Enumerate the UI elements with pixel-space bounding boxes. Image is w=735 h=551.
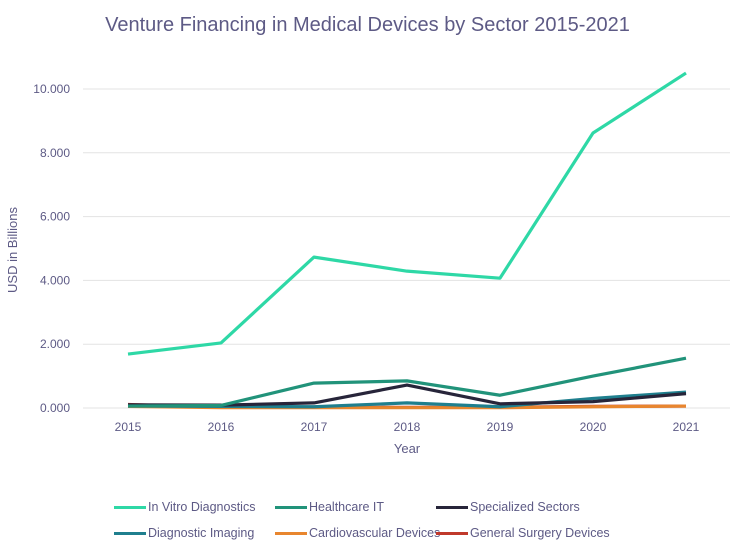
chart-title: Venture Financing in Medical Devices by …	[105, 14, 630, 36]
x-tick-label: 2019	[487, 420, 514, 434]
y-tick-label: 10.000	[33, 82, 70, 96]
legend-swatch	[275, 531, 307, 535]
legend-label: Specialized Sectors	[470, 500, 580, 514]
x-tick-label: 2021	[673, 420, 700, 434]
legend-item: General Surgery Devices	[436, 526, 610, 540]
x-tick-label: 2016	[208, 420, 235, 434]
legend-swatch	[114, 505, 146, 509]
legend-swatch	[114, 531, 146, 535]
x-tick-label: 2017	[301, 420, 328, 434]
legend-item: Healthcare IT	[275, 500, 384, 514]
y-tick-label: 0.000	[40, 401, 70, 415]
legend-swatch	[436, 505, 468, 509]
legend-item: Cardiovascular Devices	[275, 526, 440, 540]
y-axis-label: USD in Billions	[5, 207, 20, 293]
x-tick-label: 2018	[394, 420, 421, 434]
legend-item: In Vitro Diagnostics	[114, 500, 255, 514]
legend-swatch	[275, 505, 307, 509]
legend-label: Healthcare IT	[309, 500, 385, 514]
series-line-in-vitro-diagnostics	[127, 71, 687, 356]
x-axis-label: Year	[394, 441, 421, 456]
y-tick-label: 2.000	[40, 337, 70, 351]
legend-label: In Vitro Diagnostics	[148, 500, 256, 514]
x-tick-label: 2020	[580, 420, 607, 434]
y-tick-label: 8.000	[40, 146, 70, 160]
y-tick-label: 4.000	[40, 273, 70, 287]
legend-label: Cardiovascular Devices	[309, 526, 441, 540]
x-tick-label: 2015	[115, 420, 142, 434]
legend-item: Diagnostic Imaging	[114, 526, 254, 540]
legend-item: Specialized Sectors	[436, 500, 580, 514]
y-tick-label: 6.000	[40, 210, 70, 224]
series-line-healthcare-it	[127, 356, 687, 408]
legend-swatch	[436, 531, 468, 535]
legend-label: General Surgery Devices	[470, 526, 610, 540]
legend-label: Diagnostic Imaging	[148, 526, 255, 540]
